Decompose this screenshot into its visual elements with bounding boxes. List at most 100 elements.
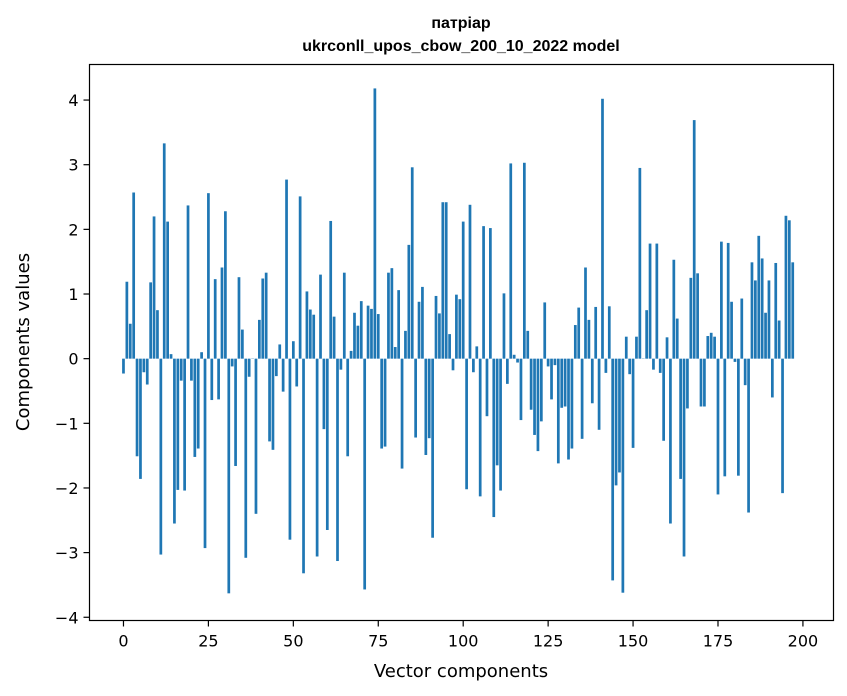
- bar: [618, 358, 621, 473]
- bar: [421, 286, 424, 359]
- bar: [655, 243, 659, 359]
- bar: [465, 358, 468, 490]
- bar: [159, 358, 163, 555]
- bar: [624, 336, 628, 359]
- bar: [264, 272, 268, 359]
- bar: [784, 215, 788, 359]
- bar: [200, 352, 203, 359]
- bar: [254, 358, 258, 514]
- bar: [669, 358, 672, 524]
- bar: [441, 202, 445, 359]
- bar: [509, 163, 513, 359]
- bar: [635, 336, 638, 359]
- bar: [546, 358, 550, 367]
- bar: [424, 358, 428, 455]
- bar: [740, 298, 744, 359]
- bar: [336, 358, 339, 562]
- bar: [560, 358, 564, 408]
- bar: [444, 202, 448, 359]
- bar: [770, 358, 774, 398]
- bar: [638, 167, 642, 359]
- bar: [652, 358, 655, 370]
- bar: [553, 358, 557, 366]
- bar: [716, 358, 720, 495]
- bar: [787, 220, 791, 359]
- bar: [499, 358, 502, 491]
- bar: [339, 358, 343, 370]
- bar: [502, 293, 506, 359]
- y-tick-label: −4: [55, 608, 79, 627]
- y-axis-label: Components values: [13, 253, 34, 431]
- bar: [329, 220, 333, 359]
- bar: [485, 358, 489, 417]
- bar: [179, 358, 183, 381]
- bar: [268, 358, 271, 442]
- bar: [281, 358, 285, 392]
- y-tick-label: 2: [68, 220, 78, 239]
- bars-group: [122, 88, 795, 594]
- bar: [220, 267, 224, 359]
- x-tick-label: 0: [118, 632, 128, 651]
- bar: [573, 325, 577, 359]
- bar: [570, 358, 574, 449]
- bar: [492, 358, 496, 518]
- bar: [193, 358, 197, 457]
- x-axis-label: Vector components: [374, 661, 548, 682]
- bar: [196, 358, 200, 449]
- bar: [315, 358, 319, 557]
- bar: [162, 143, 166, 359]
- bar: [261, 278, 265, 359]
- bar: [672, 259, 676, 359]
- bar: [373, 88, 377, 359]
- bar: [713, 336, 716, 359]
- bar: [210, 358, 214, 401]
- bar: [322, 358, 326, 430]
- bar: [750, 262, 754, 359]
- bar: [767, 280, 771, 359]
- bar: [241, 329, 244, 359]
- bar: [516, 358, 519, 363]
- bar: [298, 196, 302, 359]
- bar: [495, 358, 499, 466]
- bar: [781, 358, 784, 494]
- bar: [448, 334, 451, 359]
- bar: [567, 358, 570, 460]
- bar: [271, 358, 275, 450]
- bar: [142, 358, 146, 373]
- bar: [519, 358, 523, 421]
- bar: [451, 358, 455, 371]
- bar: [468, 204, 472, 359]
- bar: [203, 358, 207, 549]
- bar: [427, 358, 431, 439]
- y-tick-label: −3: [55, 544, 79, 563]
- chart-title-line-2: ukrconll_upos_cbow_200_10_2022 model: [302, 38, 619, 55]
- bar: [285, 179, 288, 359]
- bar: [774, 262, 778, 359]
- bar: [312, 314, 316, 359]
- bar: [597, 358, 601, 430]
- bar: [349, 350, 353, 359]
- bar: [686, 358, 689, 409]
- bar: [689, 277, 693, 359]
- bar: [213, 279, 217, 359]
- bar: [404, 330, 407, 359]
- bar: [658, 358, 662, 373]
- bar: [475, 346, 479, 359]
- y-tick-label: 3: [68, 156, 78, 175]
- y-tick-label: 4: [68, 91, 78, 110]
- x-tick-label: 175: [703, 632, 734, 651]
- bar: [478, 358, 482, 497]
- bar: [703, 358, 706, 407]
- bar: [346, 358, 350, 457]
- bar: [380, 358, 384, 449]
- bar: [607, 306, 611, 359]
- bar: [149, 282, 153, 359]
- bar: [791, 262, 795, 359]
- bar: [173, 358, 176, 524]
- bar: [431, 358, 434, 538]
- bar: [370, 308, 373, 359]
- bar: [434, 295, 438, 359]
- bar: [295, 358, 299, 387]
- x-tick-label: 75: [368, 632, 388, 651]
- bar: [288, 358, 292, 540]
